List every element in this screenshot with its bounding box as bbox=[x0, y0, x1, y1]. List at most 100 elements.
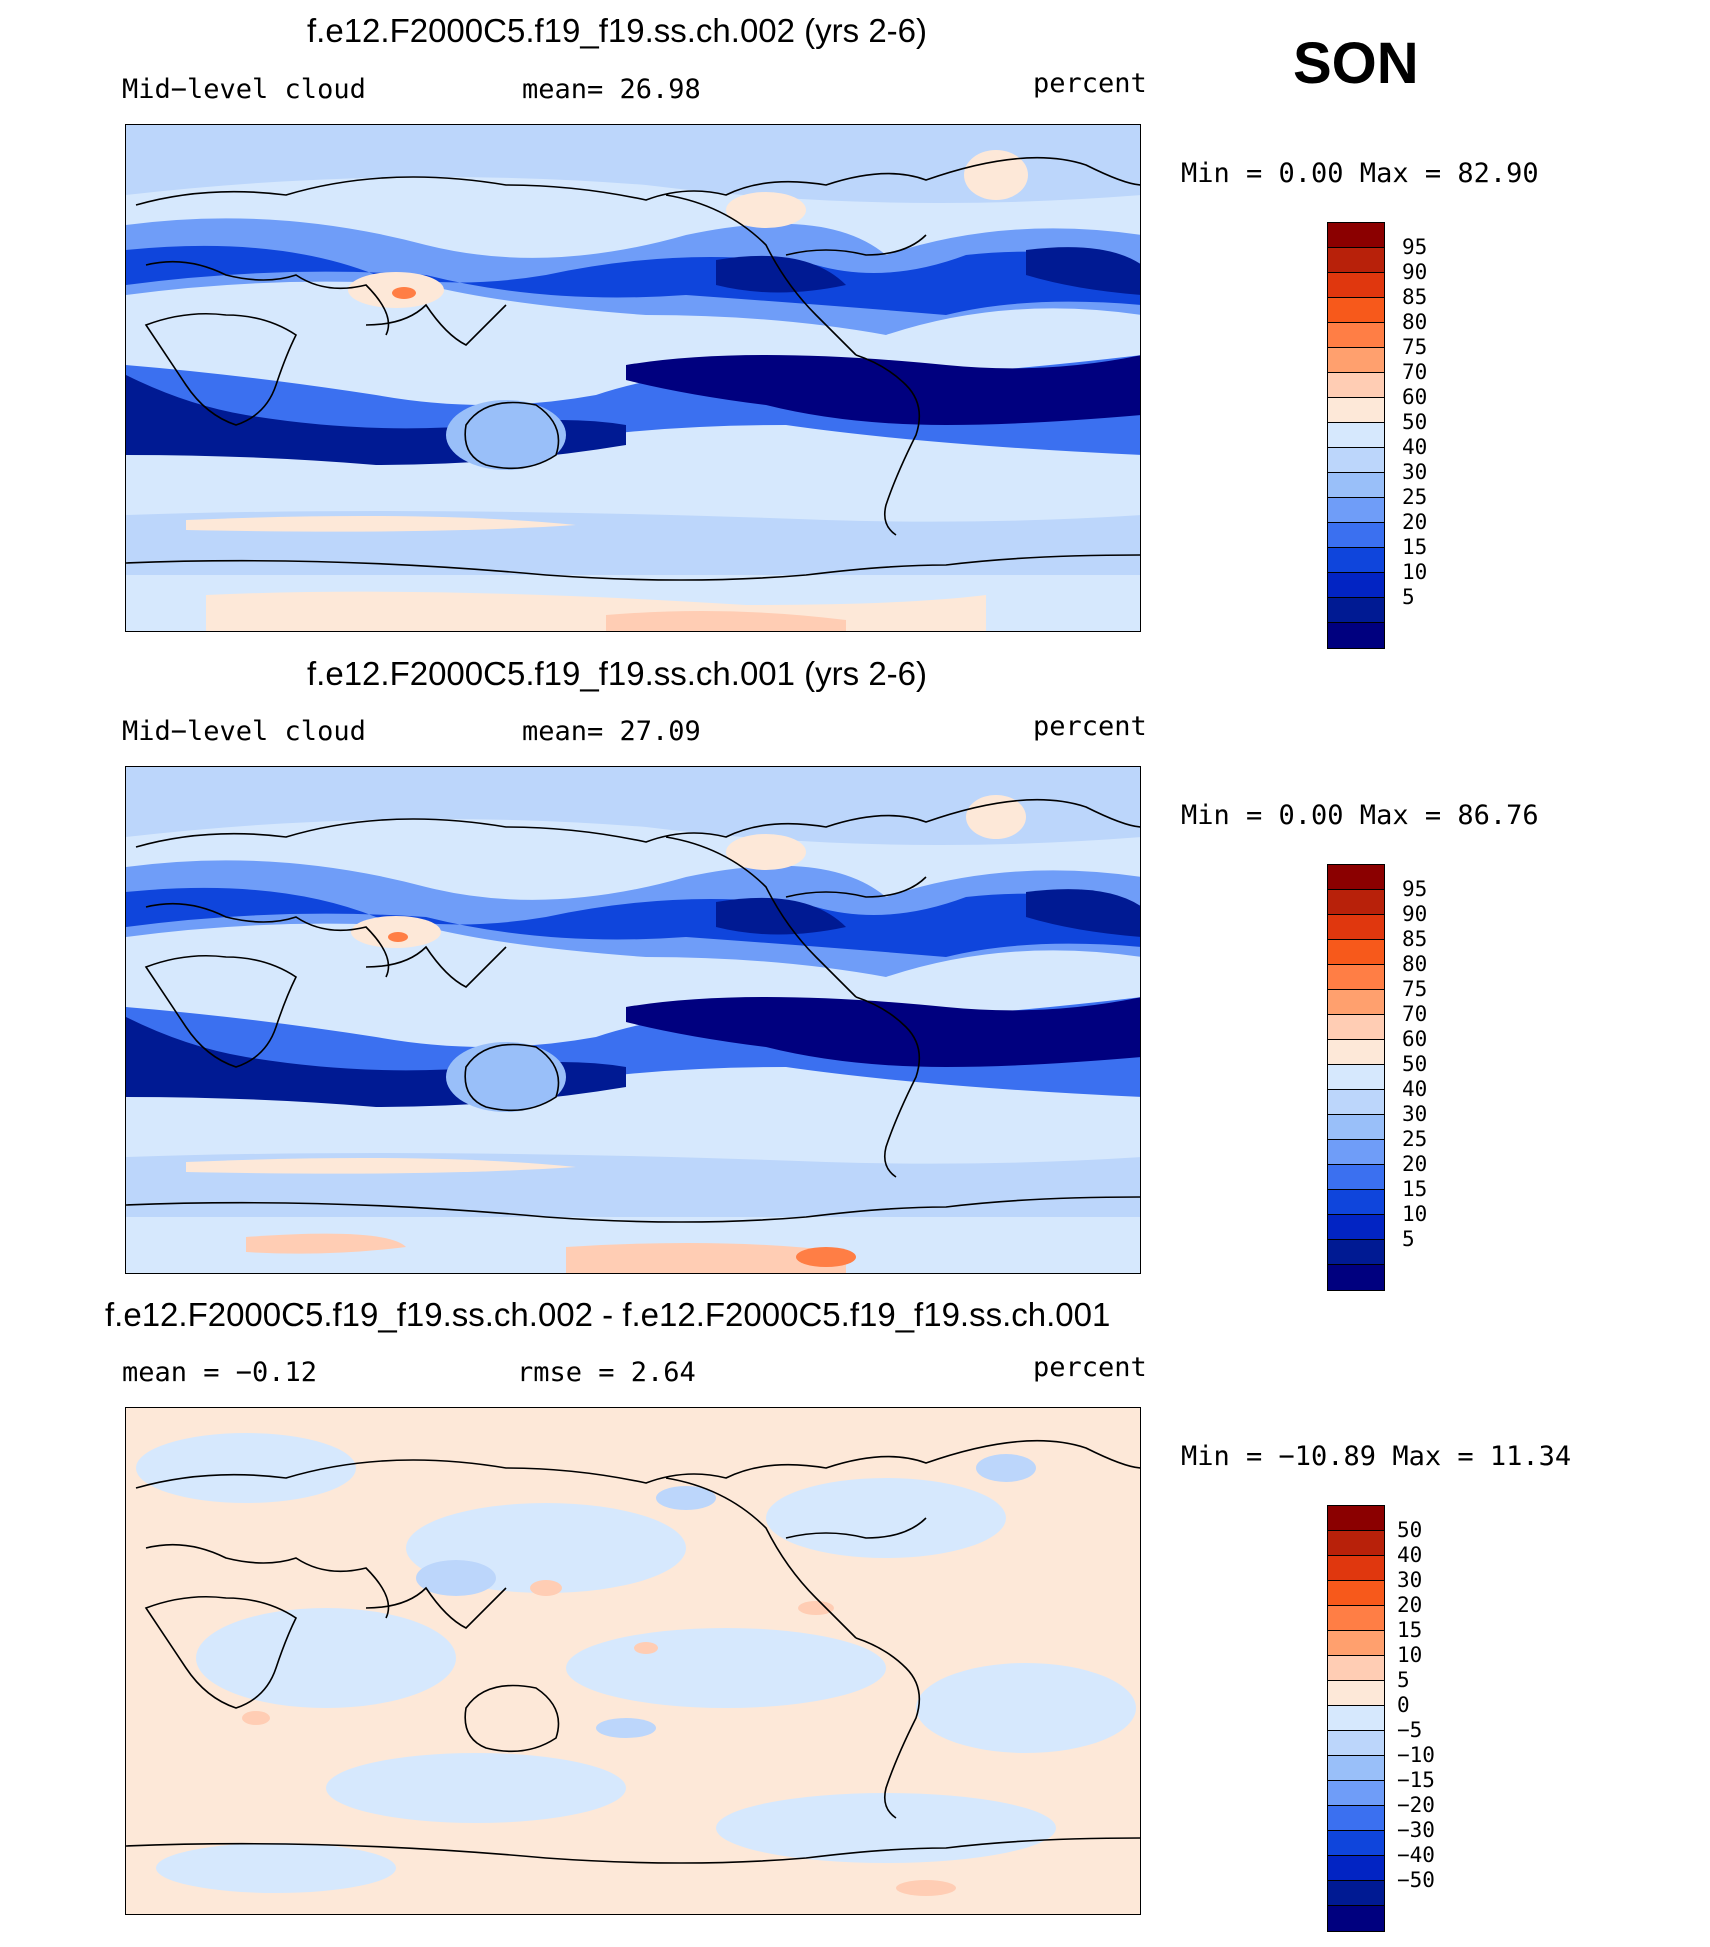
legend-swatch bbox=[1328, 1531, 1384, 1556]
legend-swatch bbox=[1328, 1881, 1384, 1906]
legend-tick-label: 85 bbox=[1402, 285, 1428, 309]
legend-tick-label: 75 bbox=[1402, 335, 1428, 359]
legend-swatch bbox=[1328, 223, 1384, 248]
legend-swatch bbox=[1328, 1215, 1384, 1240]
legend-tick-label: 95 bbox=[1402, 235, 1428, 259]
legend-tick-label: 20 bbox=[1402, 1152, 1428, 1176]
panel-1-color-legend bbox=[1327, 222, 1385, 649]
legend-tick-label: 5 bbox=[1402, 1227, 1415, 1251]
panel-1-minmax: Min = 0.00 Max = 82.90 bbox=[1181, 158, 1539, 189]
panel-1-title: f.e12.F2000C5.f19_f19.ss.ch.002 (yrs 2-6… bbox=[307, 12, 928, 49]
legend-tick-label: −40 bbox=[1397, 1843, 1435, 1867]
legend-tick-label: 60 bbox=[1402, 1027, 1428, 1051]
legend-swatch bbox=[1328, 1756, 1384, 1781]
legend-swatch bbox=[1328, 473, 1384, 498]
legend-tick-label: 20 bbox=[1402, 510, 1428, 534]
legend-swatch bbox=[1328, 1506, 1384, 1531]
legend-swatch bbox=[1328, 1090, 1384, 1115]
legend-swatch bbox=[1328, 1015, 1384, 1040]
legend-swatch bbox=[1328, 448, 1384, 473]
legend-tick-label: 10 bbox=[1397, 1643, 1423, 1667]
legend-tick-label: 20 bbox=[1397, 1593, 1423, 1617]
legend-tick-label: −30 bbox=[1397, 1818, 1435, 1842]
legend-swatch bbox=[1328, 1165, 1384, 1190]
panel-2-color-legend bbox=[1327, 864, 1385, 1291]
panel-3-rmse-label: rmse = 2.64 bbox=[517, 1357, 696, 1388]
panel-3-map bbox=[125, 1407, 1141, 1915]
legend-tick-label: 10 bbox=[1402, 560, 1428, 584]
legend-tick-label: −15 bbox=[1397, 1768, 1435, 1792]
legend-swatch bbox=[1328, 1556, 1384, 1581]
legend-swatch bbox=[1328, 1706, 1384, 1731]
panel-3-mean-label: mean = −0.12 bbox=[122, 1357, 318, 1388]
legend-swatch bbox=[1328, 890, 1384, 915]
legend-tick-label: 40 bbox=[1402, 1077, 1428, 1101]
panel-3-title: f.e12.F2000C5.f19_f19.ss.ch.002 - f.e12.… bbox=[105, 1296, 1111, 1333]
legend-tick-label: 80 bbox=[1402, 310, 1428, 334]
legend-swatch bbox=[1328, 323, 1384, 348]
legend-swatch bbox=[1328, 423, 1384, 448]
legend-swatch bbox=[1328, 523, 1384, 548]
legend-tick-label: 90 bbox=[1402, 902, 1428, 926]
legend-tick-label: 15 bbox=[1402, 1177, 1428, 1201]
legend-tick-label: 15 bbox=[1402, 535, 1428, 559]
legend-swatch bbox=[1328, 1140, 1384, 1165]
legend-swatch bbox=[1328, 1806, 1384, 1831]
panel-2-map bbox=[125, 766, 1141, 1274]
legend-tick-label: 70 bbox=[1402, 360, 1428, 384]
legend-tick-label: −20 bbox=[1397, 1793, 1435, 1817]
legend-swatch bbox=[1328, 1240, 1384, 1265]
legend-swatch bbox=[1328, 1731, 1384, 1756]
legend-swatch bbox=[1328, 398, 1384, 423]
legend-tick-label: 10 bbox=[1402, 1202, 1428, 1226]
legend-swatch bbox=[1328, 1065, 1384, 1090]
panel-3-minmax: Min = −10.89 Max = 11.34 bbox=[1181, 1441, 1572, 1472]
legend-swatch bbox=[1328, 1656, 1384, 1681]
legend-tick-label: 30 bbox=[1402, 460, 1428, 484]
legend-tick-label: −10 bbox=[1397, 1743, 1435, 1767]
legend-swatch bbox=[1328, 1040, 1384, 1065]
panel-2-units-label: percent bbox=[1033, 711, 1147, 742]
legend-tick-label: −5 bbox=[1397, 1718, 1423, 1742]
legend-tick-label: 25 bbox=[1402, 485, 1428, 509]
legend-swatch bbox=[1328, 573, 1384, 598]
panel-2-variable-label: Mid−level cloud bbox=[122, 716, 366, 747]
panel-2-title: f.e12.F2000C5.f19_f19.ss.ch.001 (yrs 2-6… bbox=[307, 655, 928, 692]
legend-swatch bbox=[1328, 1606, 1384, 1631]
legend-tick-label: 50 bbox=[1402, 1052, 1428, 1076]
legend-swatch bbox=[1328, 373, 1384, 398]
legend-tick-label: 5 bbox=[1397, 1668, 1410, 1692]
legend-swatch bbox=[1328, 1115, 1384, 1140]
legend-swatch bbox=[1328, 1856, 1384, 1881]
legend-tick-label: 95 bbox=[1402, 877, 1428, 901]
legend-tick-label: 0 bbox=[1397, 1693, 1410, 1717]
legend-swatch bbox=[1328, 1781, 1384, 1806]
legend-swatch bbox=[1328, 1190, 1384, 1215]
legend-swatch bbox=[1328, 1681, 1384, 1706]
legend-tick-label: 30 bbox=[1397, 1568, 1423, 1592]
legend-tick-label: 40 bbox=[1397, 1543, 1423, 1567]
panel-3-units-label: percent bbox=[1033, 1352, 1147, 1383]
legend-swatch bbox=[1328, 1906, 1384, 1931]
legend-swatch bbox=[1328, 965, 1384, 990]
legend-swatch bbox=[1328, 548, 1384, 573]
legend-tick-label: 15 bbox=[1397, 1618, 1423, 1642]
legend-tick-label: 5 bbox=[1402, 585, 1415, 609]
legend-tick-label: 60 bbox=[1402, 385, 1428, 409]
legend-tick-label: 75 bbox=[1402, 977, 1428, 1001]
legend-tick-label: 50 bbox=[1397, 1518, 1423, 1542]
legend-tick-label: 25 bbox=[1402, 1127, 1428, 1151]
legend-tick-label: 50 bbox=[1402, 410, 1428, 434]
legend-swatch bbox=[1328, 598, 1384, 623]
legend-tick-label: −50 bbox=[1397, 1868, 1435, 1892]
panel-1-variable-label: Mid−level cloud bbox=[122, 74, 366, 105]
panel-1-map bbox=[125, 124, 1141, 632]
legend-swatch bbox=[1328, 248, 1384, 273]
legend-tick-label: 40 bbox=[1402, 435, 1428, 459]
legend-swatch bbox=[1328, 865, 1384, 890]
panel-1-units-label: percent bbox=[1033, 68, 1147, 99]
legend-swatch bbox=[1328, 1831, 1384, 1856]
panel-2-mean-label: mean= 27.09 bbox=[522, 716, 701, 747]
legend-tick-label: 85 bbox=[1402, 927, 1428, 951]
legend-swatch bbox=[1328, 273, 1384, 298]
